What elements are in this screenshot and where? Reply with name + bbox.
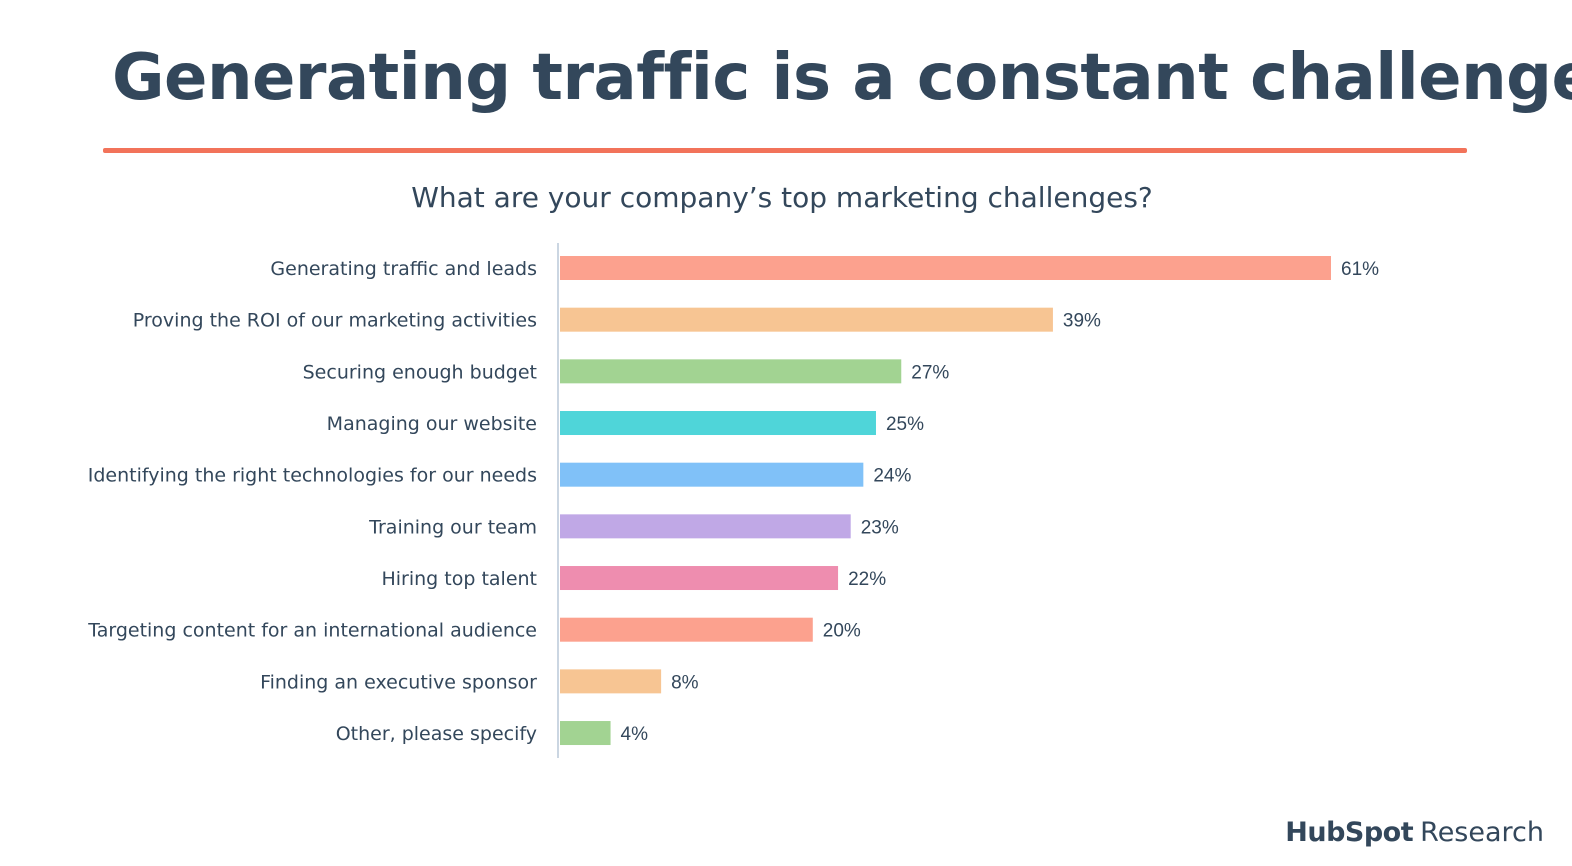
value-label: 25%: [886, 414, 924, 435]
category-label: Training our team: [368, 516, 537, 538]
category-label: Targeting content for an international a…: [87, 620, 537, 642]
hubspot-research-logo: HubSpot Research: [1285, 817, 1544, 848]
category-label: Hiring top talent: [381, 568, 537, 590]
logo-suffix: Research: [1420, 817, 1544, 848]
bar-2: [560, 359, 902, 384]
category-label: Generating traffic and leads: [270, 258, 537, 280]
value-label: 24%: [873, 466, 911, 487]
bar-8: [560, 669, 662, 694]
bar-3: [560, 411, 876, 436]
bar-7: [560, 617, 813, 642]
bar-6: [560, 566, 839, 591]
bar-5: [560, 514, 851, 539]
value-label: 4%: [621, 724, 649, 745]
value-label: 8%: [671, 672, 699, 693]
category-label: Other, please specify: [336, 723, 537, 745]
value-label: 39%: [1063, 311, 1101, 332]
title-divider: [103, 148, 1467, 153]
bar-1: [560, 307, 1053, 332]
category-label: Identifying the right technologies for o…: [88, 465, 537, 487]
value-label: 27%: [911, 362, 949, 383]
slide-title: Generating traffic is a constant challen…: [112, 41, 1572, 115]
bar-4: [560, 462, 864, 487]
value-label: 22%: [848, 569, 886, 590]
category-label: Managing our website: [327, 413, 537, 435]
chart-marks: Generating traffic and leads 61% Proving t…: [87, 243, 1379, 758]
bar-9: [560, 721, 611, 746]
value-label: 23%: [861, 517, 899, 538]
category-label: Finding an executive sponsor: [260, 671, 537, 693]
category-label: Proving the ROI of our marketing activit…: [133, 310, 537, 332]
value-label: 61%: [1341, 259, 1379, 280]
category-label: Securing enough budget: [303, 361, 537, 383]
bar-0: [560, 256, 1331, 280]
logo-brand: HubSpot: [1285, 817, 1414, 848]
value-label: 20%: [823, 621, 861, 642]
chart-title: What are your company’s top marketing ch…: [411, 181, 1153, 214]
